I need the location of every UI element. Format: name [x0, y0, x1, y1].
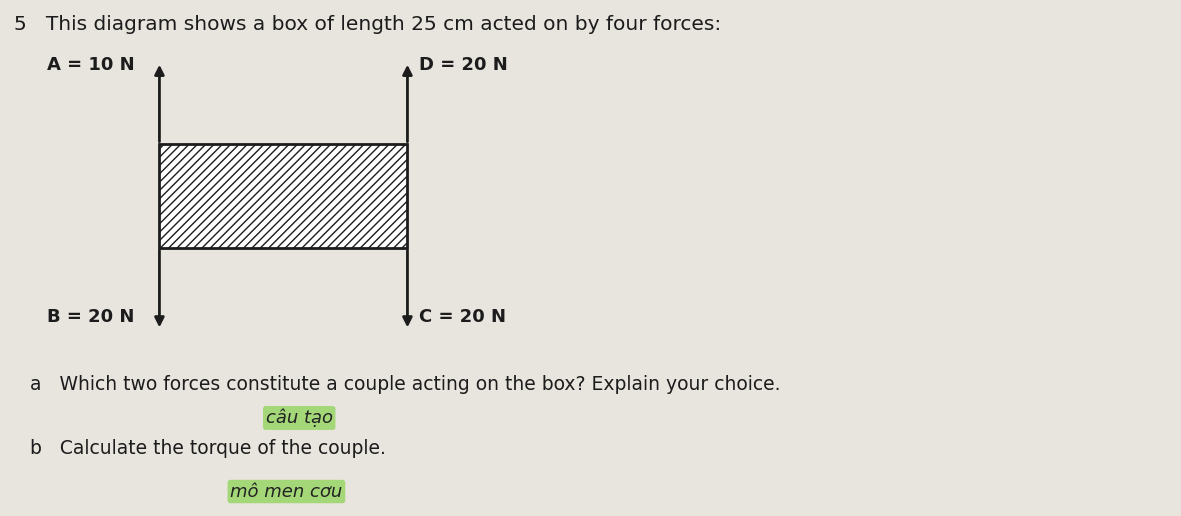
Text: 5   This diagram shows a box of length 25 cm acted on by four forces:: 5 This diagram shows a box of length 25 … [14, 15, 722, 35]
Text: A = 10 N: A = 10 N [47, 56, 135, 73]
Text: a   Which two forces constitute a couple acting on the box? Explain your choice.: a Which two forces constitute a couple a… [30, 375, 779, 394]
Text: D = 20 N: D = 20 N [419, 56, 508, 73]
Text: B = 20 N: B = 20 N [47, 309, 135, 326]
Text: b   Calculate the torque of the couple.: b Calculate the torque of the couple. [30, 440, 385, 458]
Text: C = 20 N: C = 20 N [419, 309, 507, 326]
Text: câu tạo: câu tạo [266, 409, 333, 427]
Bar [159, 144, 407, 248]
Text: mô men cơu: mô men cơu [230, 482, 342, 501]
